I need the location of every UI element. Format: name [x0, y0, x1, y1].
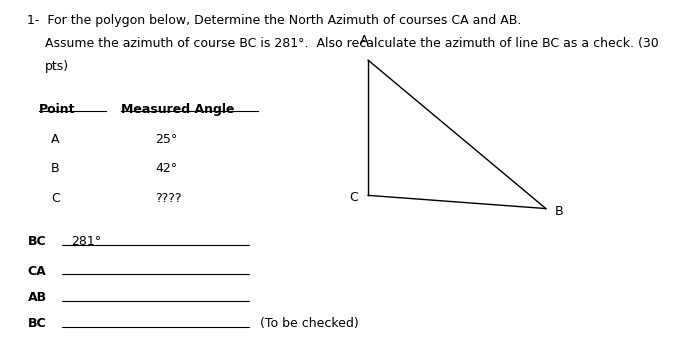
Text: 42°: 42°: [155, 162, 178, 175]
Text: CA: CA: [27, 265, 46, 277]
Text: BC: BC: [27, 317, 46, 330]
Text: ????: ????: [155, 192, 182, 205]
Text: Assume the azimuth of course BC is 281°.  Also recalculate the azimuth of line B: Assume the azimuth of course BC is 281°.…: [45, 37, 659, 50]
Text: B: B: [554, 206, 564, 218]
Text: (To be checked): (To be checked): [260, 317, 359, 330]
Text: Measured Angle: Measured Angle: [120, 103, 234, 116]
Text: 25°: 25°: [155, 133, 178, 146]
Text: 281°: 281°: [71, 235, 101, 248]
Text: AB: AB: [27, 291, 47, 304]
Text: pts): pts): [45, 60, 69, 73]
Text: 1-  For the polygon below, Determine the North Azimuth of courses CA and AB.: 1- For the polygon below, Determine the …: [27, 14, 522, 27]
Text: BC: BC: [27, 235, 46, 248]
Text: B: B: [51, 162, 60, 175]
Text: A: A: [51, 133, 60, 146]
Text: Point: Point: [39, 103, 76, 116]
Text: C: C: [51, 192, 60, 205]
Text: A: A: [360, 34, 368, 47]
Text: C: C: [349, 191, 358, 203]
